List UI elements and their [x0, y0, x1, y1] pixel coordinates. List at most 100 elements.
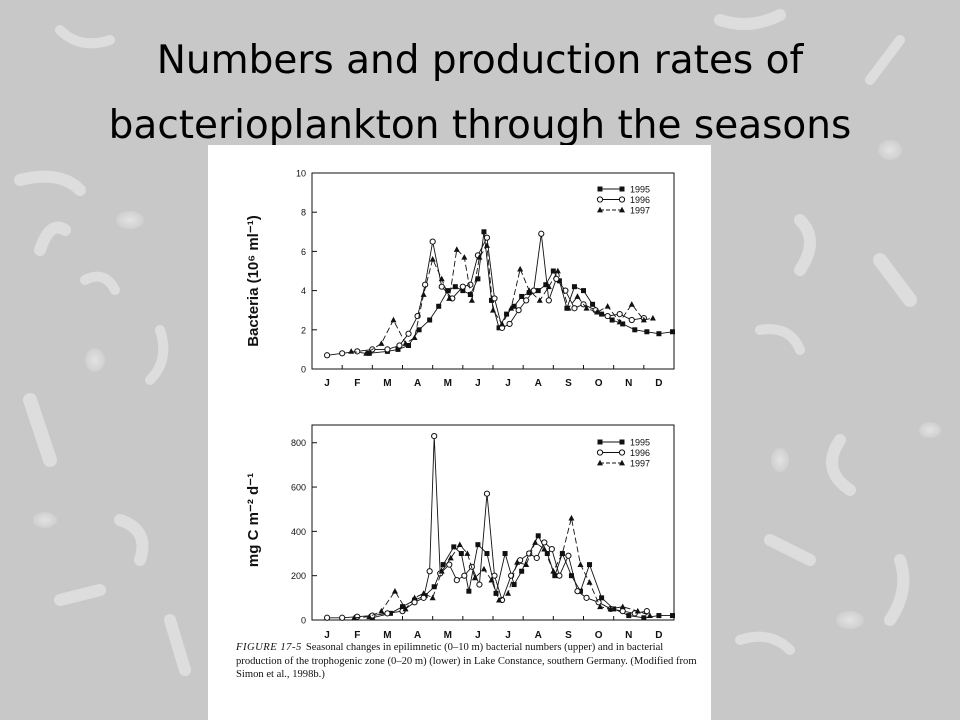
data-point: [440, 562, 446, 568]
data-point: [456, 541, 463, 548]
figure-caption: FIGURE 17-5 Seasonal changes in epilimnet…: [236, 641, 706, 682]
data-point: [550, 268, 556, 274]
x-tick-label: S: [565, 630, 572, 641]
data-point: [533, 554, 540, 562]
data-point: [405, 330, 412, 337]
data-point: [649, 314, 656, 321]
x-tick-label: O: [595, 630, 603, 641]
data-point: [431, 432, 438, 440]
x-tick-label: J: [324, 378, 330, 389]
data-point: [475, 276, 481, 282]
legend-marker: [619, 206, 625, 213]
legend-label: 1997: [630, 459, 650, 469]
data-point: [544, 551, 550, 557]
data-point: [515, 307, 522, 314]
slide-title-line-1: Numbers and production rates of: [156, 38, 804, 83]
legend-entry: 1997: [597, 459, 650, 469]
data-point: [536, 297, 543, 303]
data-point: [402, 605, 409, 612]
x-tick-label: A: [535, 630, 542, 641]
data-point: [464, 550, 471, 556]
data-point: [599, 311, 605, 317]
legend-label: 1997: [630, 206, 650, 216]
data-point: [406, 342, 412, 348]
data-point: [468, 297, 475, 303]
data-point: [502, 551, 508, 557]
data-point: [483, 242, 490, 248]
x-tick-label: A: [414, 378, 421, 389]
data-point: [656, 331, 662, 337]
x-tick-label: M: [444, 378, 452, 389]
series-1997: [348, 242, 656, 356]
y-tick-label: 2: [301, 325, 306, 335]
data-point: [583, 594, 590, 601]
x-tick-label: J: [505, 630, 511, 641]
data-point: [568, 573, 574, 579]
data-point: [429, 594, 436, 601]
x-tick-label: N: [625, 378, 632, 389]
data-point: [644, 329, 650, 335]
x-tick-label: A: [414, 630, 421, 641]
series-1997: [351, 514, 653, 621]
data-point: [446, 561, 453, 568]
data-point: [571, 284, 577, 290]
y-tick-label: 6: [301, 247, 306, 257]
data-point: [460, 288, 466, 294]
data-point: [511, 303, 517, 309]
data-point: [628, 316, 635, 324]
data-point: [556, 572, 563, 579]
data-point: [491, 295, 498, 302]
data-point: [538, 230, 545, 237]
data-point: [646, 612, 653, 618]
data-point: [556, 278, 562, 284]
data-point: [568, 514, 575, 521]
legend-marker: [618, 196, 626, 203]
data-point: [438, 275, 445, 282]
data-point: [483, 490, 491, 497]
data-point: [431, 584, 437, 590]
data-point: [429, 256, 436, 262]
legend-marker: [597, 206, 603, 213]
data-point: [574, 293, 581, 299]
slide-title-line-2: bacterioplankton through the seasons: [108, 103, 852, 148]
data-point: [420, 590, 427, 596]
x-tick-label: M: [444, 630, 452, 641]
data-point: [519, 293, 525, 299]
y-tick-label: 800: [291, 438, 306, 448]
data-point: [467, 292, 473, 298]
data-point: [363, 350, 370, 356]
legend-marker: [597, 439, 603, 445]
data-point: [669, 329, 675, 335]
data-point: [416, 327, 422, 333]
data-point: [506, 320, 513, 328]
data-point: [491, 572, 498, 579]
series-line: [327, 436, 647, 619]
data-point: [378, 607, 385, 614]
data-point: [471, 574, 478, 581]
y-axis-label: Bacteria (10⁶ ml⁻¹): [245, 215, 262, 347]
data-point: [583, 305, 590, 311]
data-point: [475, 542, 481, 548]
data-point: [488, 297, 494, 303]
data-point: [366, 613, 373, 620]
data-point: [426, 568, 433, 575]
series-line: [351, 244, 653, 354]
data-point: [466, 588, 472, 594]
x-tick-label: J: [324, 630, 330, 641]
data-point: [354, 348, 361, 355]
data-point: [348, 348, 355, 354]
data-point: [429, 238, 436, 245]
x-tick-label: O: [595, 378, 603, 389]
bacteria-dots: [33, 140, 941, 629]
data-point: [514, 559, 521, 565]
x-tick-label: M: [383, 378, 391, 389]
caption-text: Seasonal changes in epilimnetic (0–10 m)…: [236, 642, 697, 680]
data-point: [626, 613, 632, 619]
legend-marker: [618, 449, 626, 456]
data-point: [438, 283, 445, 290]
data-point: [619, 608, 626, 615]
y-tick-label: 0: [301, 616, 306, 626]
data-point: [480, 565, 487, 572]
bacterial-production-chart: 0 200 400 600 800 J F M A M J J A S O N Dmg C m⁻² d⁻¹ 199…: [245, 424, 675, 641]
